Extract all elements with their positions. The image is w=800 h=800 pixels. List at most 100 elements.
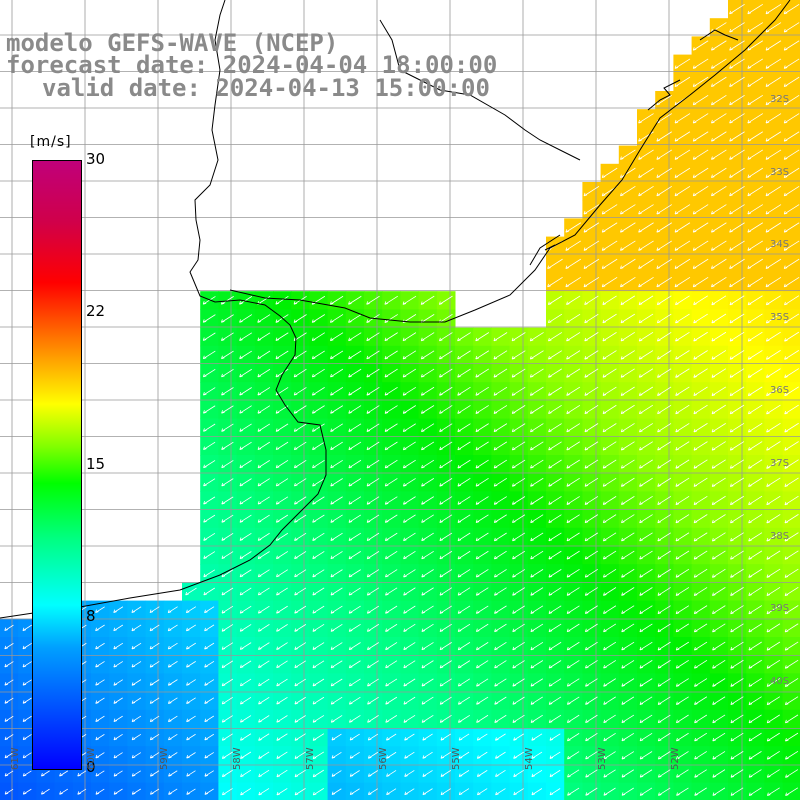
wind-arrow bbox=[421, 423, 435, 433]
wind-arrow bbox=[95, 715, 105, 723]
wind-arrow bbox=[530, 514, 544, 524]
wind-arrow bbox=[476, 678, 489, 687]
wind-arrow bbox=[204, 770, 214, 777]
wind-arrow bbox=[657, 605, 671, 615]
wind-arrow bbox=[657, 732, 671, 742]
wind-arrow bbox=[747, 386, 763, 397]
wind-arrow bbox=[276, 696, 288, 705]
wind-arrow bbox=[747, 350, 763, 360]
wind-arrow bbox=[457, 550, 471, 560]
wind-arrow bbox=[675, 678, 689, 687]
wind-arrow bbox=[330, 368, 344, 378]
wind-arrow bbox=[457, 332, 471, 342]
wind-arrow bbox=[548, 332, 563, 342]
wind-arrow bbox=[530, 696, 543, 705]
wind-arrow bbox=[384, 478, 398, 487]
wind-arrow bbox=[766, 732, 780, 742]
wind-arrow bbox=[584, 623, 598, 633]
wind-arrow bbox=[566, 295, 581, 306]
wind-arrow bbox=[567, 751, 580, 760]
wind-arrow bbox=[22, 624, 32, 632]
wind-arrow bbox=[566, 350, 581, 360]
lat-label: 35S bbox=[770, 312, 790, 323]
wind-arrow bbox=[621, 587, 635, 596]
wind-arrow bbox=[385, 642, 398, 651]
wind-arrow bbox=[493, 386, 508, 396]
wind-arrow bbox=[584, 350, 599, 360]
wind-arrow bbox=[4, 770, 14, 777]
wind-arrow bbox=[529, 368, 544, 378]
wind-arrow bbox=[711, 40, 727, 51]
wind-arrow bbox=[384, 332, 398, 342]
wind-arrow bbox=[385, 660, 398, 669]
wind-arrow bbox=[294, 496, 307, 505]
wind-arrow bbox=[602, 423, 617, 433]
wind-arrow bbox=[258, 751, 270, 760]
wind-arrow bbox=[620, 423, 635, 433]
wind-arrow bbox=[602, 368, 617, 378]
wind-arrow bbox=[493, 477, 507, 487]
wind-arrow bbox=[657, 477, 672, 487]
wind-arrow bbox=[711, 386, 727, 397]
wind-arrow bbox=[530, 405, 544, 415]
wind-arrow bbox=[294, 751, 306, 760]
wind-arrow bbox=[674, 222, 691, 233]
wind-arrow bbox=[312, 459, 325, 469]
wind-arrow bbox=[186, 752, 196, 759]
wind-arrow bbox=[566, 423, 581, 433]
wind-arrow bbox=[747, 4, 763, 15]
wind-arrow bbox=[276, 569, 288, 578]
wind-arrow bbox=[331, 770, 342, 777]
wind-arrow bbox=[712, 678, 726, 687]
wind-arrow bbox=[601, 204, 618, 215]
wind-arrow bbox=[621, 605, 635, 615]
wind-arrow bbox=[729, 295, 745, 306]
wind-arrow bbox=[221, 733, 233, 741]
wind-arrow bbox=[475, 514, 489, 524]
wind-arrow bbox=[367, 751, 379, 759]
wind-arrow bbox=[748, 441, 763, 451]
wind-arrow bbox=[385, 678, 398, 687]
wind-arrow bbox=[113, 661, 124, 668]
wind-arrow bbox=[694, 751, 707, 760]
wind-arrow bbox=[221, 332, 234, 341]
wind-arrow bbox=[675, 641, 689, 651]
wind-arrow bbox=[657, 641, 671, 651]
wind-arrow bbox=[203, 496, 216, 505]
wind-arrow bbox=[548, 532, 562, 542]
wind-arrow bbox=[584, 368, 599, 378]
wind-arrow bbox=[548, 350, 562, 360]
wind-arrow bbox=[785, 769, 799, 778]
wind-arrow bbox=[440, 751, 452, 759]
wind-arrow bbox=[711, 277, 727, 288]
wind-arrow bbox=[784, 659, 799, 669]
wind-arrow bbox=[675, 459, 690, 469]
wind-arrow bbox=[692, 186, 709, 197]
wind-arrow bbox=[4, 679, 14, 686]
wind-arrow bbox=[748, 696, 762, 706]
wind-arrow bbox=[22, 734, 32, 741]
wind-arrow bbox=[221, 678, 234, 687]
wind-arrow bbox=[257, 405, 271, 414]
wind-arrow bbox=[765, 95, 782, 106]
wind-arrow bbox=[113, 788, 123, 795]
wind-arrow bbox=[494, 660, 507, 669]
wind-arrow bbox=[548, 641, 562, 651]
wind-arrow bbox=[458, 770, 470, 778]
wind-arrow bbox=[204, 697, 215, 704]
wind-arrow bbox=[601, 240, 618, 251]
wind-arrow bbox=[276, 678, 288, 687]
wind-arrow bbox=[784, 368, 799, 378]
wind-arrow bbox=[421, 496, 435, 505]
wind-arrow bbox=[675, 386, 690, 397]
wind-arrow bbox=[657, 441, 672, 451]
wind-arrow bbox=[729, 277, 745, 288]
wind-arrow bbox=[711, 441, 726, 451]
wind-arrow bbox=[403, 678, 416, 687]
wind-arrow bbox=[712, 623, 726, 633]
wind-arrow bbox=[531, 788, 543, 796]
wind-arrow bbox=[603, 769, 616, 778]
wind-arrow bbox=[512, 569, 526, 578]
wind-arrow bbox=[348, 660, 361, 669]
